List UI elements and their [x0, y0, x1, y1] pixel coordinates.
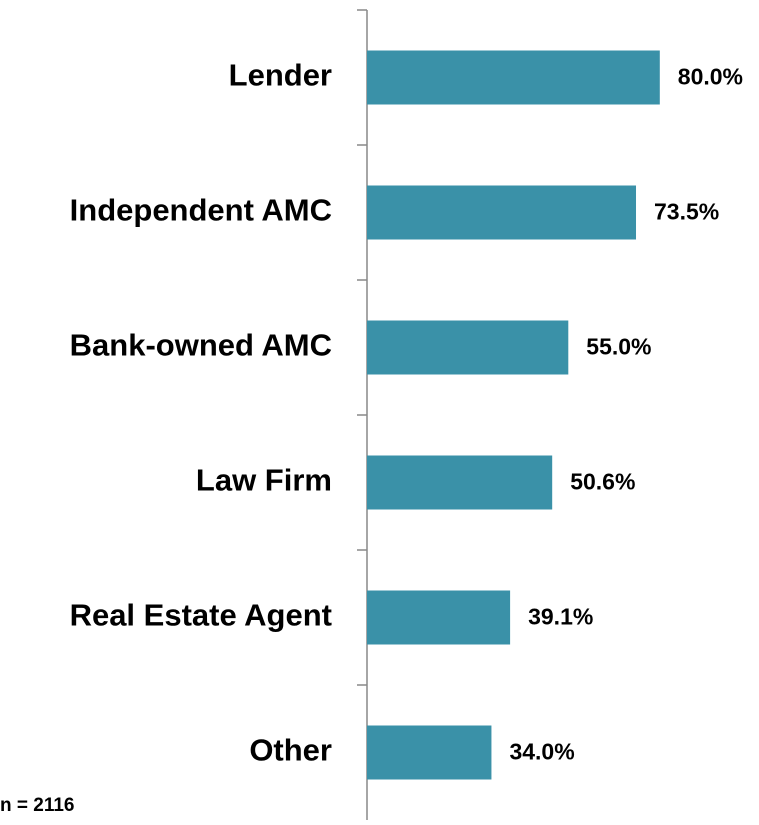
value-label: 80.0% [678, 64, 743, 90]
value-label: 55.0% [586, 334, 651, 360]
bar [367, 50, 660, 105]
bar [367, 725, 492, 780]
value-label: 34.0% [509, 739, 574, 765]
bar [367, 590, 511, 645]
bar [367, 455, 553, 510]
bar [367, 320, 569, 375]
bar [367, 185, 637, 240]
category-label: Independent AMC [70, 193, 332, 228]
value-label: 39.1% [528, 604, 593, 630]
sample-size-note: n = 2116 [0, 795, 74, 816]
category-label: Real Estate Agent [70, 598, 332, 633]
category-label: Law Firm [196, 463, 332, 498]
value-label: 73.5% [654, 199, 719, 225]
category-label: Lender [229, 58, 332, 93]
category-label: Bank-owned AMC [70, 328, 332, 363]
value-label: 50.6% [570, 469, 635, 495]
category-label: Other [249, 733, 332, 768]
